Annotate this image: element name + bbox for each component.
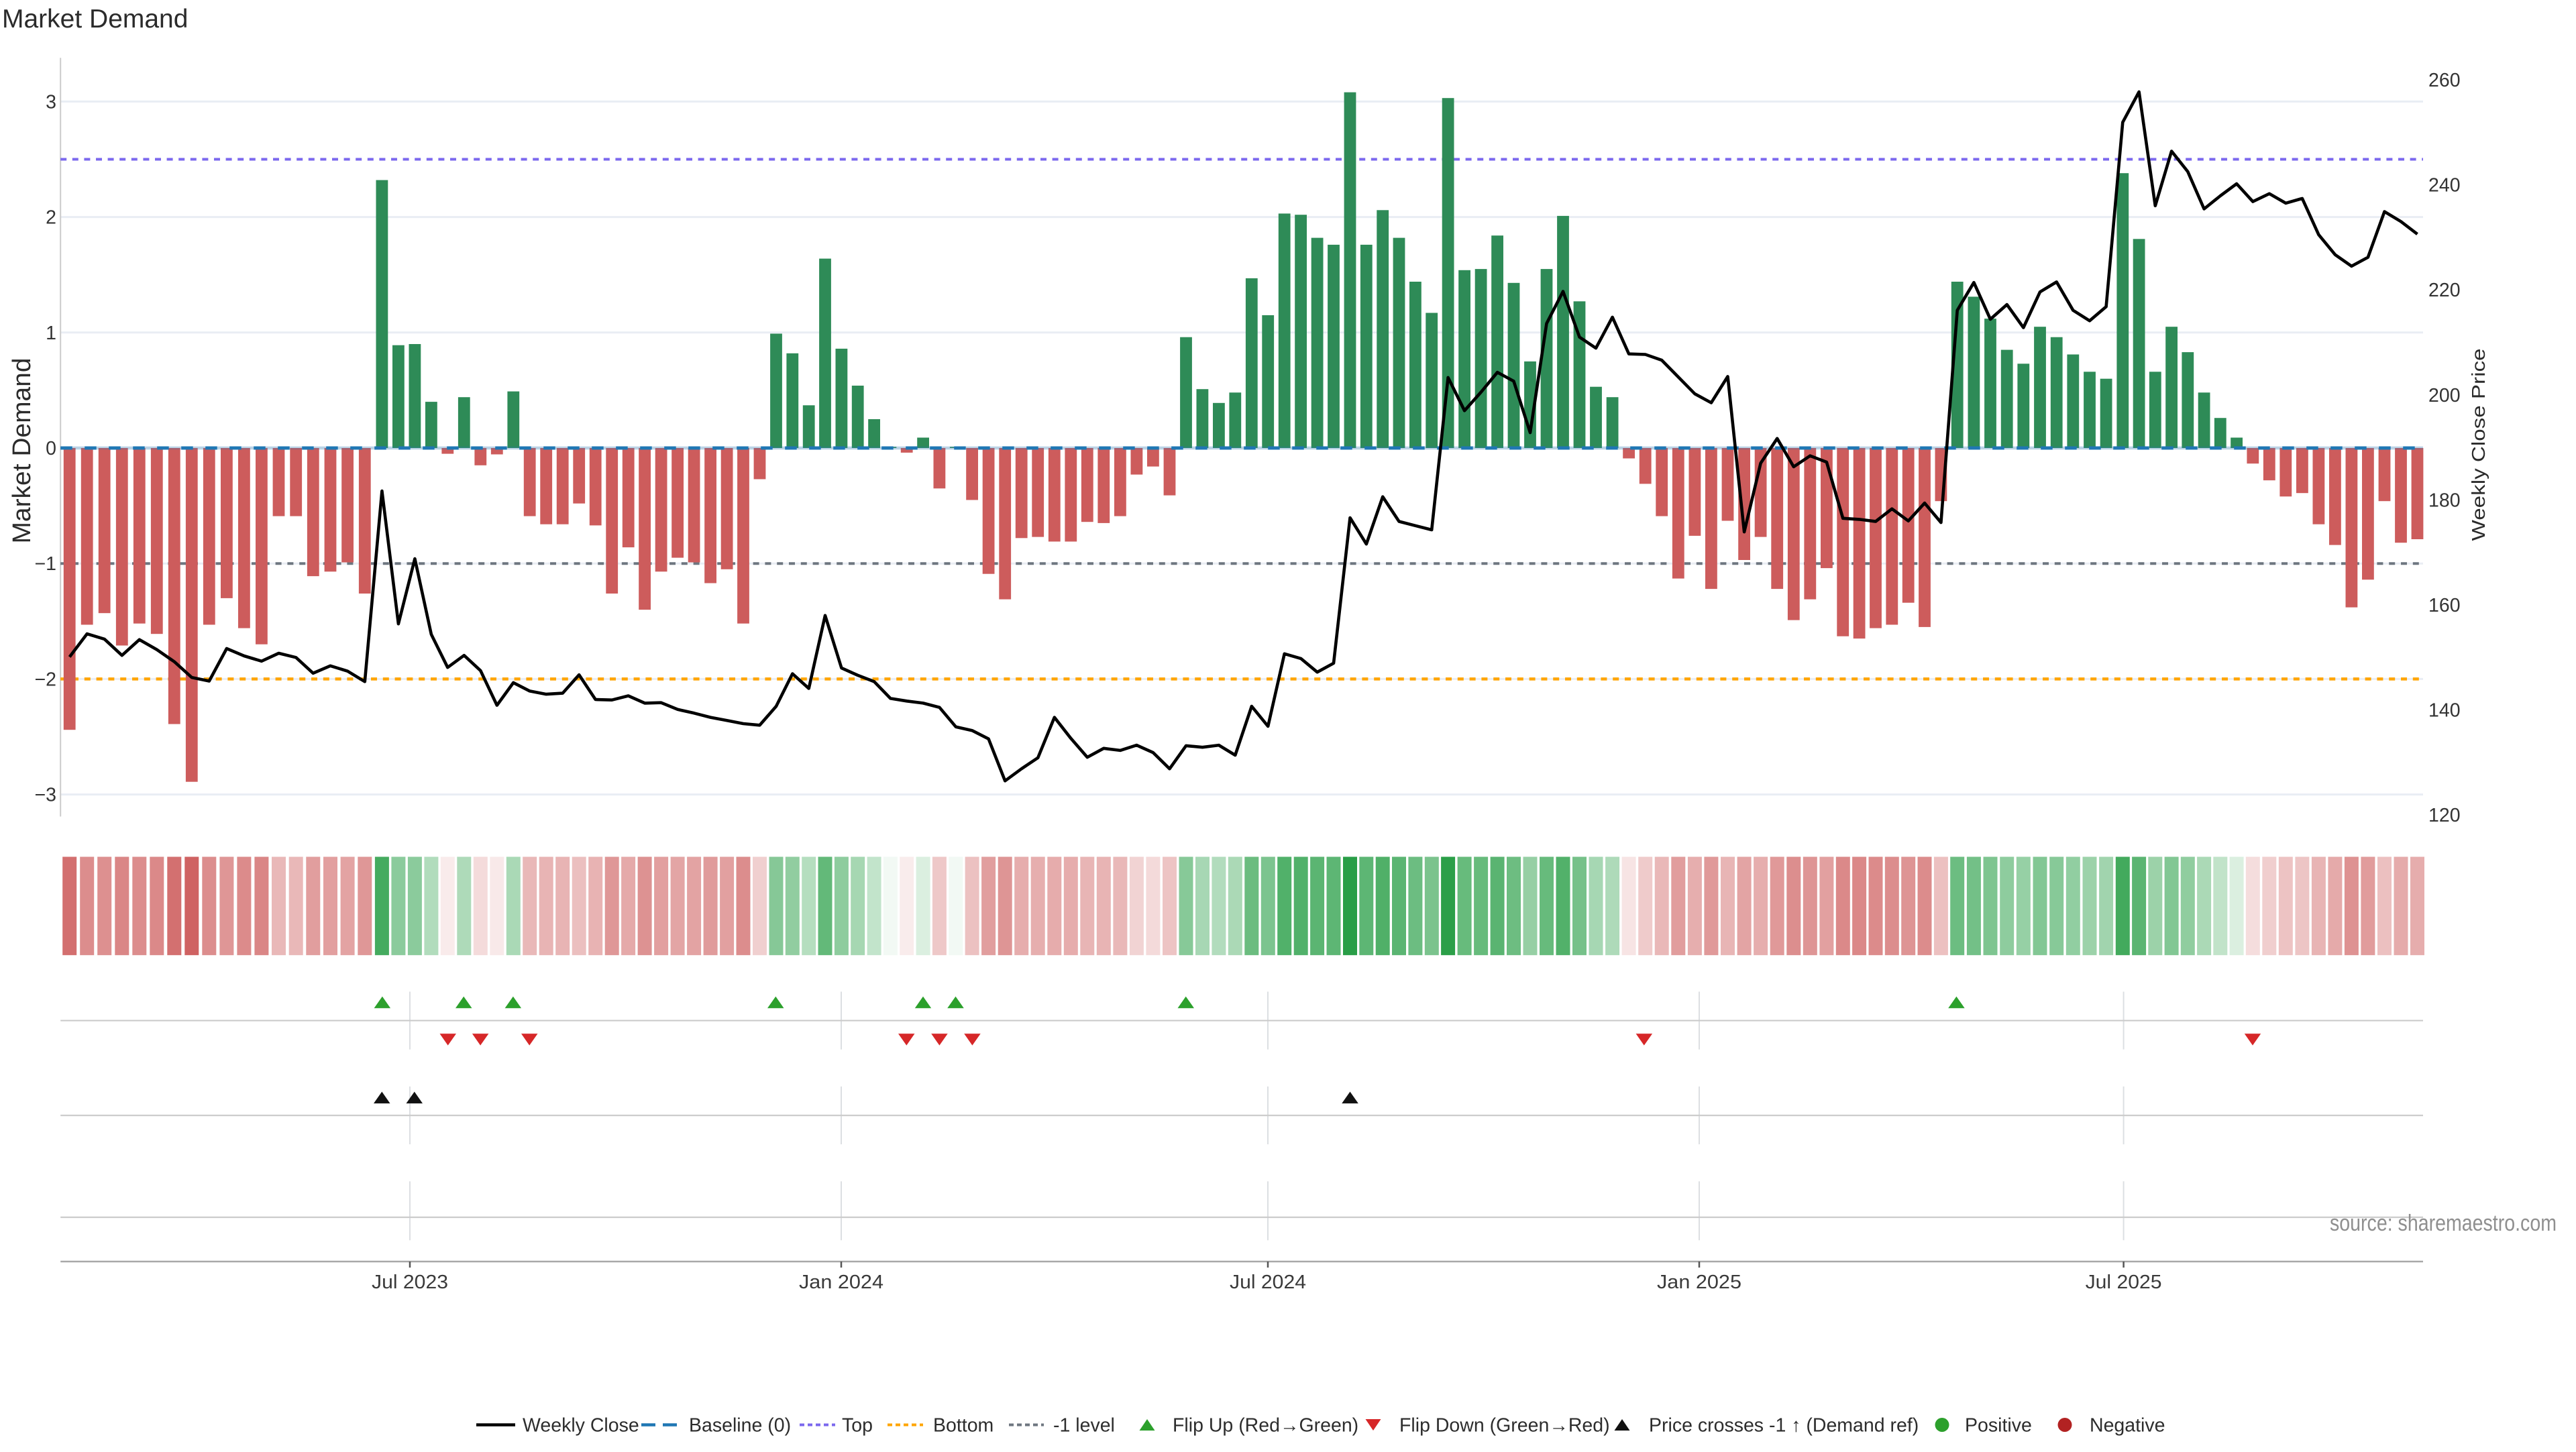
svg-text:220: 220 bbox=[2428, 280, 2461, 301]
svg-text:160: 160 bbox=[2428, 595, 2461, 616]
svg-text:Jul 2024: Jul 2024 bbox=[1230, 1272, 1306, 1293]
svg-text:240: 240 bbox=[2428, 175, 2461, 197]
svg-text:source: sharemaestro.com: source: sharemaestro.com bbox=[2330, 1211, 2557, 1236]
svg-text:Market Demand: Market Demand bbox=[2, 5, 188, 34]
svg-text:260: 260 bbox=[2428, 70, 2461, 91]
svg-text:3: 3 bbox=[46, 91, 56, 113]
svg-text:Bottom: Bottom bbox=[933, 1415, 994, 1437]
svg-text:-1 level: -1 level bbox=[1053, 1415, 1115, 1437]
svg-text:Flip Up (Red→Green): Flip Up (Red→Green) bbox=[1173, 1415, 1358, 1437]
svg-text:Flip Down (Green→Red): Flip Down (Green→Red) bbox=[1399, 1415, 1610, 1437]
svg-text:200: 200 bbox=[2428, 385, 2461, 406]
svg-text:Jan 2024: Jan 2024 bbox=[799, 1272, 883, 1293]
svg-text:Negative: Negative bbox=[2090, 1415, 2165, 1437]
svg-text:−2: −2 bbox=[35, 669, 57, 690]
svg-text:Baseline (0): Baseline (0) bbox=[689, 1415, 791, 1437]
svg-text:Jul 2023: Jul 2023 bbox=[372, 1272, 448, 1293]
svg-text:1: 1 bbox=[46, 323, 56, 344]
svg-text:Weekly Close Price: Weekly Close Price bbox=[2468, 349, 2489, 541]
svg-text:0: 0 bbox=[46, 438, 56, 459]
svg-text:2: 2 bbox=[46, 207, 56, 229]
svg-text:−3: −3 bbox=[35, 785, 57, 806]
svg-text:140: 140 bbox=[2428, 700, 2461, 722]
svg-text:Jan 2025: Jan 2025 bbox=[1657, 1272, 1741, 1293]
svg-text:120: 120 bbox=[2428, 805, 2461, 826]
svg-text:Top: Top bbox=[842, 1415, 873, 1437]
svg-text:Weekly Close: Weekly Close bbox=[523, 1415, 639, 1437]
svg-text:Market Demand: Market Demand bbox=[8, 358, 36, 544]
svg-text:Positive: Positive bbox=[1965, 1415, 2032, 1437]
svg-text:−1: −1 bbox=[35, 553, 57, 575]
svg-text:Price crosses -1 ↑ (Demand ref: Price crosses -1 ↑ (Demand ref) bbox=[1649, 1415, 1919, 1437]
svg-text:Jul 2025: Jul 2025 bbox=[2086, 1272, 2162, 1293]
svg-text:180: 180 bbox=[2428, 490, 2461, 511]
